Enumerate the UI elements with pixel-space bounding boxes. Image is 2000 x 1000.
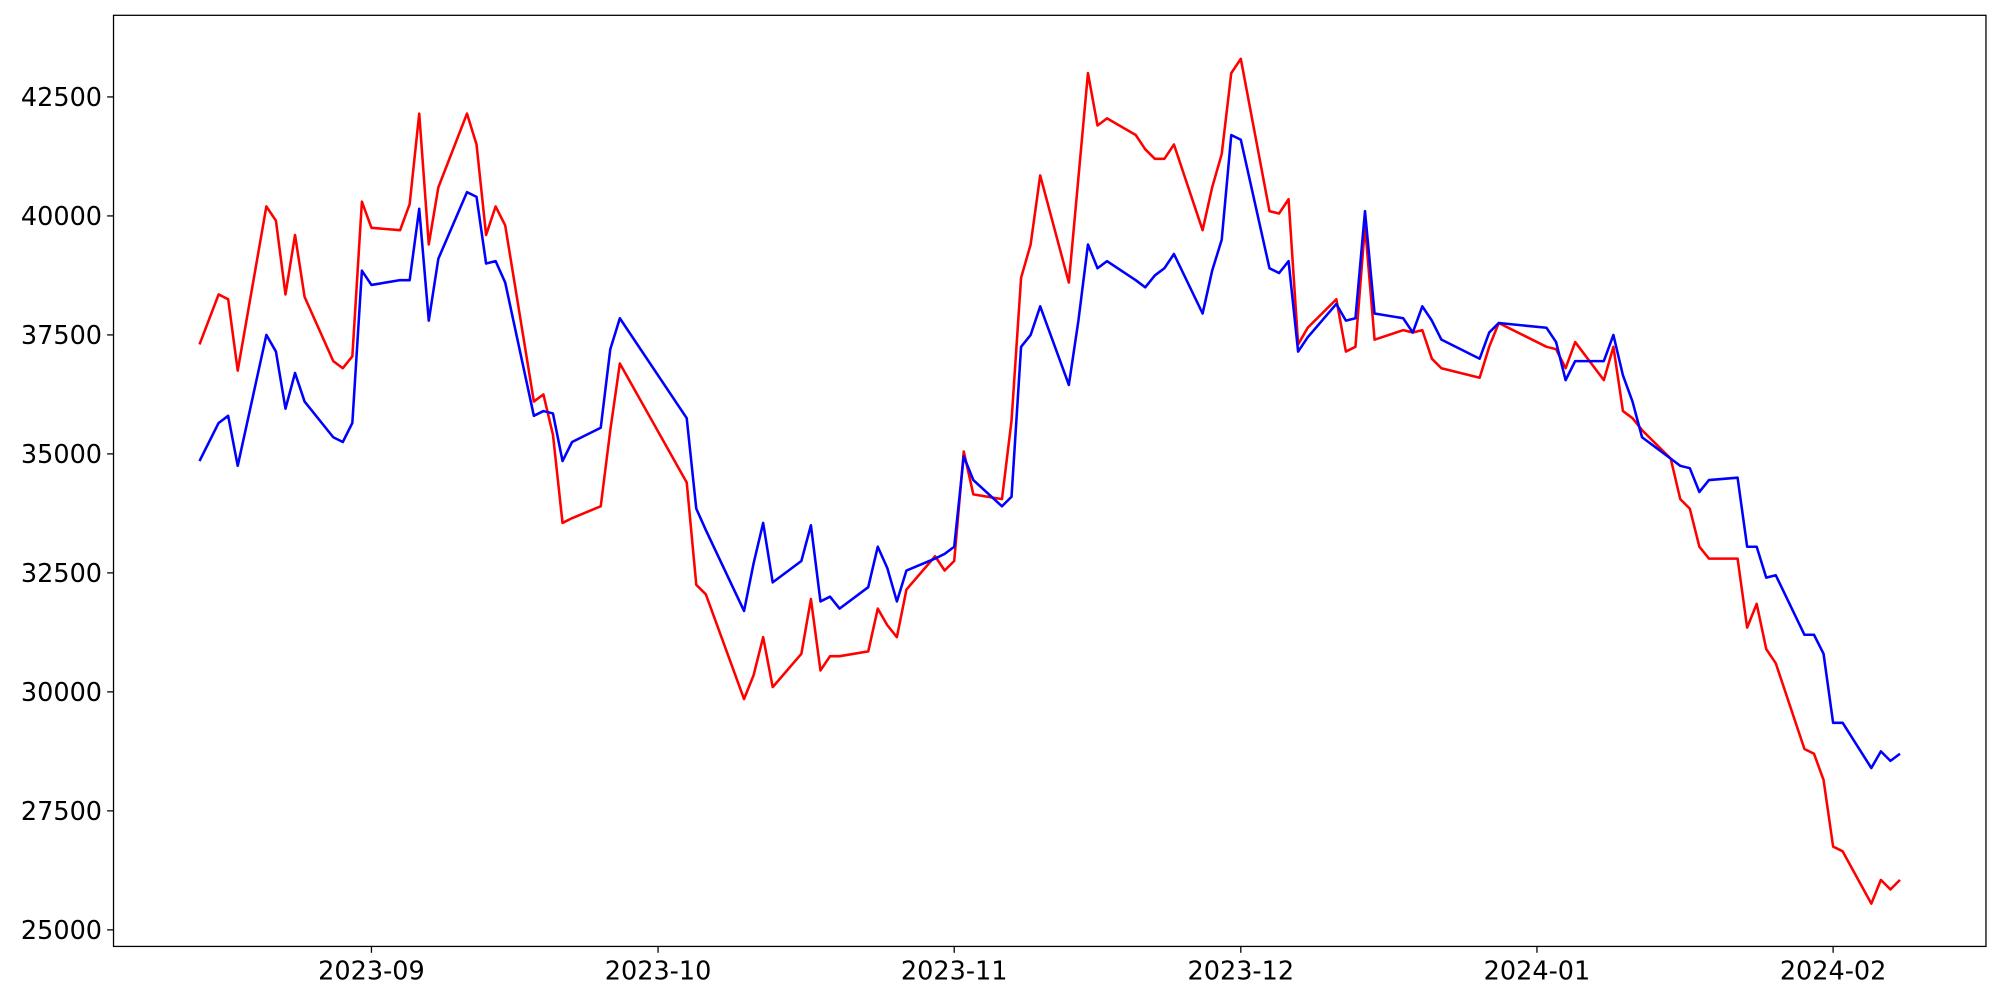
plot-frame	[112, 14, 1987, 948]
x-tick-label: 2023-10	[605, 957, 712, 987]
y-tick-label: 27500	[21, 797, 102, 827]
series-line	[198, 57, 1901, 905]
x-tick-label: 2024-01	[1484, 957, 1591, 987]
y-tick-label: 40000	[21, 202, 102, 232]
y-tick-label: 42500	[21, 83, 102, 113]
y-tick-label: 37500	[21, 321, 102, 351]
y-tick-label: 32500	[21, 559, 102, 589]
x-tick-label: 2023-12	[1188, 957, 1295, 987]
x-tick-label: 2023-09	[318, 957, 425, 987]
x-tick-label: 2023-11	[901, 957, 1008, 987]
y-tick-label: 35000	[21, 440, 102, 470]
series-line	[198, 133, 1901, 770]
y-tick-label: 25000	[21, 916, 102, 946]
y-tick-label: 30000	[21, 678, 102, 708]
x-tick-label: 2024-02	[1780, 957, 1887, 987]
